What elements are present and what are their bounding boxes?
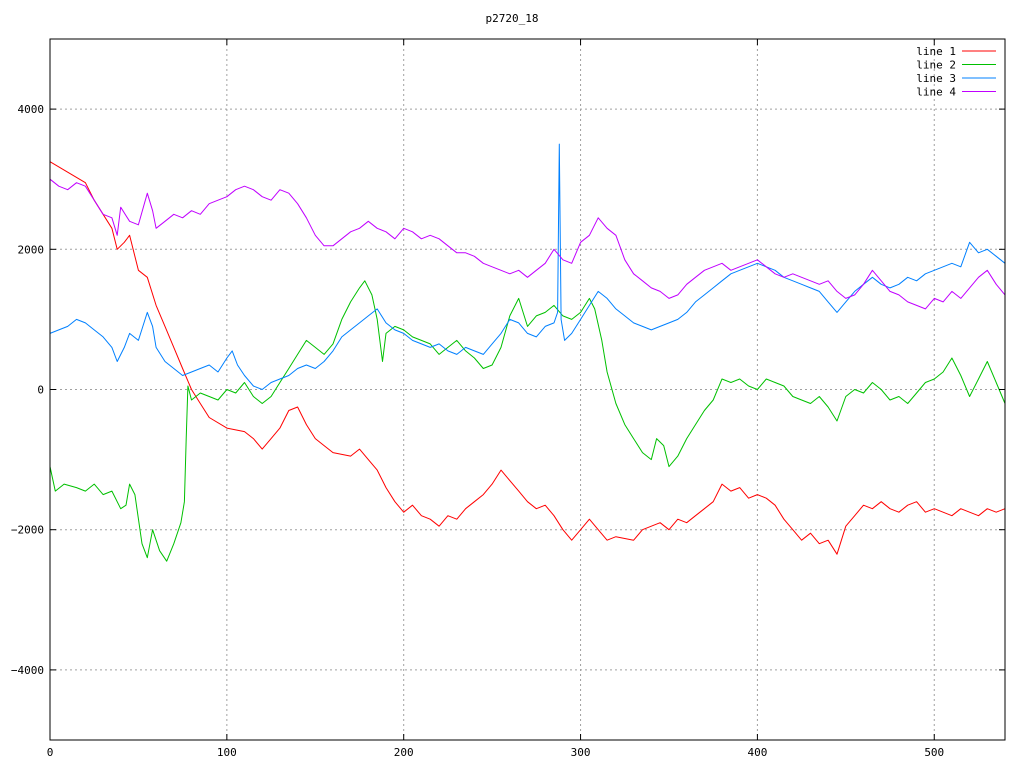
- legend-label-4: line 4: [916, 86, 956, 99]
- series-line-1: [49, 161, 1006, 555]
- series-line-2: [49, 280, 1006, 562]
- x-tick-label: 100: [217, 746, 237, 759]
- series-group: [49, 143, 1006, 562]
- y-tick-label: 4000: [18, 103, 45, 116]
- axis-ticks: 0 100 200 300 400 500 −4000 −2000 0 2000 4000: [11, 39, 1005, 759]
- x-tick-label: 200: [394, 746, 414, 759]
- series-line-3: [49, 143, 1006, 390]
- y-tick-label: −4000: [11, 664, 44, 677]
- grid: [50, 39, 1005, 740]
- y-tick-label: −2000: [11, 524, 44, 537]
- series-line-4: [49, 178, 1006, 310]
- y-tick-label: 2000: [18, 243, 45, 256]
- chart-title: p2720_18: [486, 12, 539, 25]
- x-tick-label: 0: [47, 746, 54, 759]
- legend-label-1: line 1: [916, 45, 956, 58]
- y-tick-label: 0: [37, 384, 44, 397]
- legend-label-3: line 3: [916, 72, 956, 85]
- x-tick-label: 300: [571, 746, 591, 759]
- legend-label-2: line 2: [916, 59, 956, 72]
- x-tick-label: 500: [924, 746, 944, 759]
- x-tick-label: 400: [747, 746, 767, 759]
